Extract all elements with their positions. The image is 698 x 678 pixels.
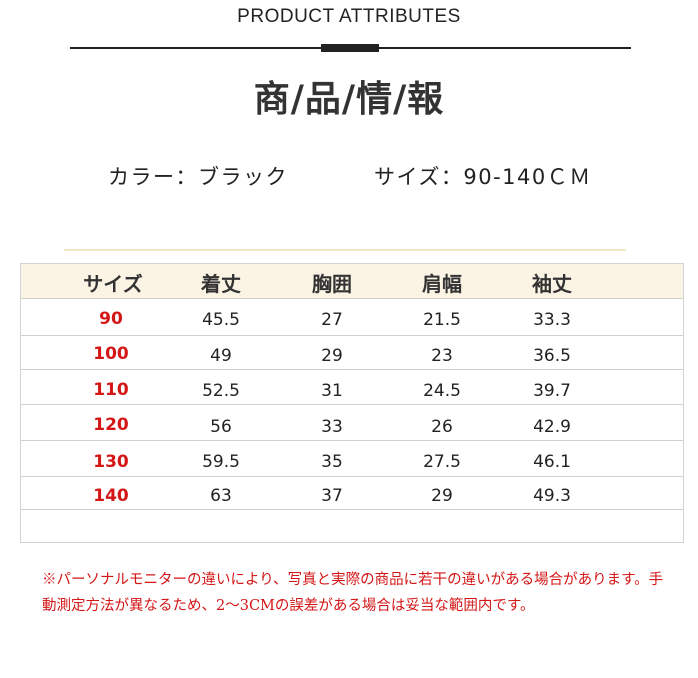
size-value: 110	[93, 380, 129, 400]
shoulder-value: 27.5	[423, 452, 461, 472]
row-divider	[21, 440, 683, 441]
length-value: 59.5	[202, 452, 240, 472]
chest-value: 33	[321, 417, 343, 437]
length-value: 49	[210, 346, 232, 366]
row-divider	[21, 335, 683, 336]
page-title: 商/品/情/報	[253, 78, 445, 120]
row-divider	[21, 509, 683, 510]
chest-value: 29	[321, 346, 343, 366]
size-value: 130	[93, 452, 129, 472]
chest-value: 27	[321, 310, 343, 330]
size-table: サイズ 着丈 胸囲 肩幅 袖丈 90 45.5 27 21.5 33.3 100…	[20, 263, 684, 543]
row-divider	[21, 369, 683, 370]
length-value: 56	[210, 417, 232, 437]
column-header-sleeve: 袖丈	[532, 272, 572, 296]
length-value: 52.5	[202, 381, 240, 401]
shoulder-value: 26	[431, 417, 453, 437]
sleeve-value: 39.7	[533, 381, 571, 401]
measurement-note: ※パーソナルモニターの違いにより、写真と実際の商品に若干の違いがある場合がありま…	[42, 572, 664, 614]
row-divider	[21, 298, 683, 299]
column-header-shoulder: 肩幅	[422, 272, 462, 296]
chest-value: 37	[321, 486, 343, 506]
column-header-chest: 胸囲	[312, 272, 352, 296]
shoulder-value: 29	[431, 486, 453, 506]
column-header-size: サイズ	[83, 272, 143, 296]
sleeve-value: 33.3	[533, 310, 571, 330]
section-header-label: PRODUCT ATTRIBUTES	[237, 6, 461, 27]
row-divider	[21, 476, 683, 477]
shoulder-value: 23	[431, 346, 453, 366]
length-value: 45.5	[202, 310, 240, 330]
sleeve-value: 49.3	[533, 486, 571, 506]
size-value: 90	[99, 309, 123, 329]
sleeve-value: 36.5	[533, 346, 571, 366]
table-top-divider	[64, 249, 626, 251]
chest-value: 31	[321, 381, 343, 401]
size-value: 100	[93, 344, 129, 364]
spec-color: カラー：ブラック	[108, 165, 288, 189]
table-header-row: サイズ 着丈 胸囲 肩幅 袖丈	[21, 264, 683, 298]
shoulder-value: 21.5	[423, 310, 461, 330]
chest-value: 35	[321, 452, 343, 472]
shoulder-value: 24.5	[423, 381, 461, 401]
column-header-length: 着丈	[201, 272, 241, 296]
sleeve-value: 46.1	[533, 452, 571, 472]
length-value: 63	[210, 486, 232, 506]
row-divider	[21, 404, 683, 405]
spec-size-range: サイズ：90-140ＣＭ	[374, 165, 592, 189]
size-value: 120	[93, 415, 129, 435]
header-divider-accent	[321, 44, 379, 52]
size-value: 140	[93, 486, 129, 506]
sleeve-value: 42.9	[533, 417, 571, 437]
